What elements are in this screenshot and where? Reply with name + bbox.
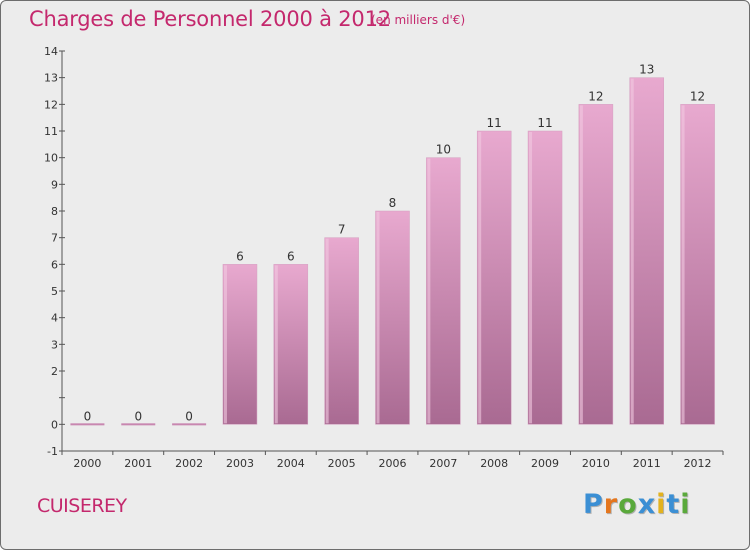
x-tick-label: 2008 <box>480 457 508 470</box>
data-label-2009: 11 <box>537 116 552 130</box>
chart-title: Charges de Personnel 2000 à 2012 <box>29 7 391 31</box>
logo-letter: P <box>583 489 604 520</box>
bar-2008 <box>476 130 512 425</box>
y-tick-label: 12 <box>44 98 58 111</box>
y-tick-label: 3 <box>51 338 58 351</box>
data-label-2002: 0 <box>185 409 193 423</box>
y-tick-label: 0 <box>51 418 58 431</box>
x-tick-label: 2003 <box>226 457 254 470</box>
chart-axes: -1 0 2 3 4 5 6 7 8 9 10 11 12 13 14 2000 2001 2002 2003 200… <box>44 45 724 470</box>
data-label-2003: 6 <box>236 249 244 263</box>
bar-2007 <box>426 157 461 425</box>
data-label-2008: 11 <box>487 116 502 130</box>
bar-2004 <box>273 264 309 425</box>
x-tick-label: 2011 <box>633 457 661 470</box>
y-tick-label: 11 <box>44 125 58 138</box>
logo-letter: i <box>680 489 691 520</box>
logo-letter: o <box>618 489 638 520</box>
proxiti-logo: Proxiti <box>583 489 691 520</box>
bar-highlight-2009 <box>529 132 533 424</box>
data-label-2005: 7 <box>338 223 346 237</box>
x-tick-label: 2004 <box>277 457 305 470</box>
x-tick-label: 2005 <box>328 457 356 470</box>
y-tick-label: 4 <box>51 312 58 325</box>
bar-highlight-2004 <box>274 265 278 424</box>
commune-name: CUISEREY <box>37 495 127 517</box>
bar-2002 <box>172 423 207 426</box>
chart-data-labels: 0 0 0 6 6 7 8 10 11 11 12 13 12 <box>84 63 706 424</box>
data-label-2001: 0 <box>134 409 142 423</box>
chart-bars <box>70 77 715 426</box>
x-tick-label: 2006 <box>379 457 407 470</box>
bar-2000 <box>70 423 105 426</box>
bar-highlight-2006 <box>376 212 380 424</box>
y-tick-label: 5 <box>51 285 58 298</box>
bar-highlight-2005 <box>325 238 329 424</box>
y-tick-label: 6 <box>51 258 58 271</box>
chart-subtitle: (en milliers d'€) <box>371 13 466 27</box>
y-tick-label: 13 <box>44 72 58 85</box>
bar-highlight-2008 <box>478 132 482 424</box>
logo-letter: t <box>666 489 681 520</box>
bar-highlight-2011 <box>630 78 634 424</box>
bar-highlight-2003 <box>223 265 227 424</box>
y-tick-label: 7 <box>51 232 58 245</box>
x-tick-label: 2010 <box>582 457 610 470</box>
bar-highlight-2007 <box>427 158 431 424</box>
bar-2003 <box>222 264 258 425</box>
x-tick-label: 2000 <box>73 457 101 470</box>
bar-2009 <box>527 130 563 425</box>
y-tick-label: -1 <box>47 445 58 458</box>
logo-letter: r <box>603 489 619 520</box>
bar-2011 <box>629 77 664 425</box>
y-tick-label: 2 <box>51 365 58 378</box>
bar-2005 <box>324 237 359 425</box>
y-tick-label: 14 <box>44 45 58 58</box>
data-label-2004: 6 <box>287 249 295 263</box>
data-label-2007: 10 <box>436 143 451 157</box>
x-tick-label: 2001 <box>124 457 152 470</box>
data-label-2011: 13 <box>639 63 654 77</box>
y-tick-label: 9 <box>51 178 58 191</box>
x-tick-label: 2012 <box>684 457 712 470</box>
bar-2006 <box>375 210 410 425</box>
data-label-2006: 8 <box>389 196 397 210</box>
data-label-2010: 12 <box>588 89 603 103</box>
bar-highlight-2010 <box>579 105 583 424</box>
logo-letter: i <box>656 489 667 520</box>
x-tick-label: 2002 <box>175 457 203 470</box>
data-label-2012: 12 <box>690 89 705 103</box>
bar-highlight-2012 <box>681 105 685 424</box>
x-tick-label: 2009 <box>531 457 559 470</box>
data-label-2000: 0 <box>84 409 92 423</box>
y-tick-label: 10 <box>44 152 58 165</box>
bar-2001 <box>121 423 156 426</box>
logo-letter: x <box>637 489 657 520</box>
bar-2012 <box>680 104 715 425</box>
x-tick-label: 2007 <box>429 457 457 470</box>
bar-2010 <box>578 104 614 425</box>
y-tick-label: 8 <box>51 205 58 218</box>
